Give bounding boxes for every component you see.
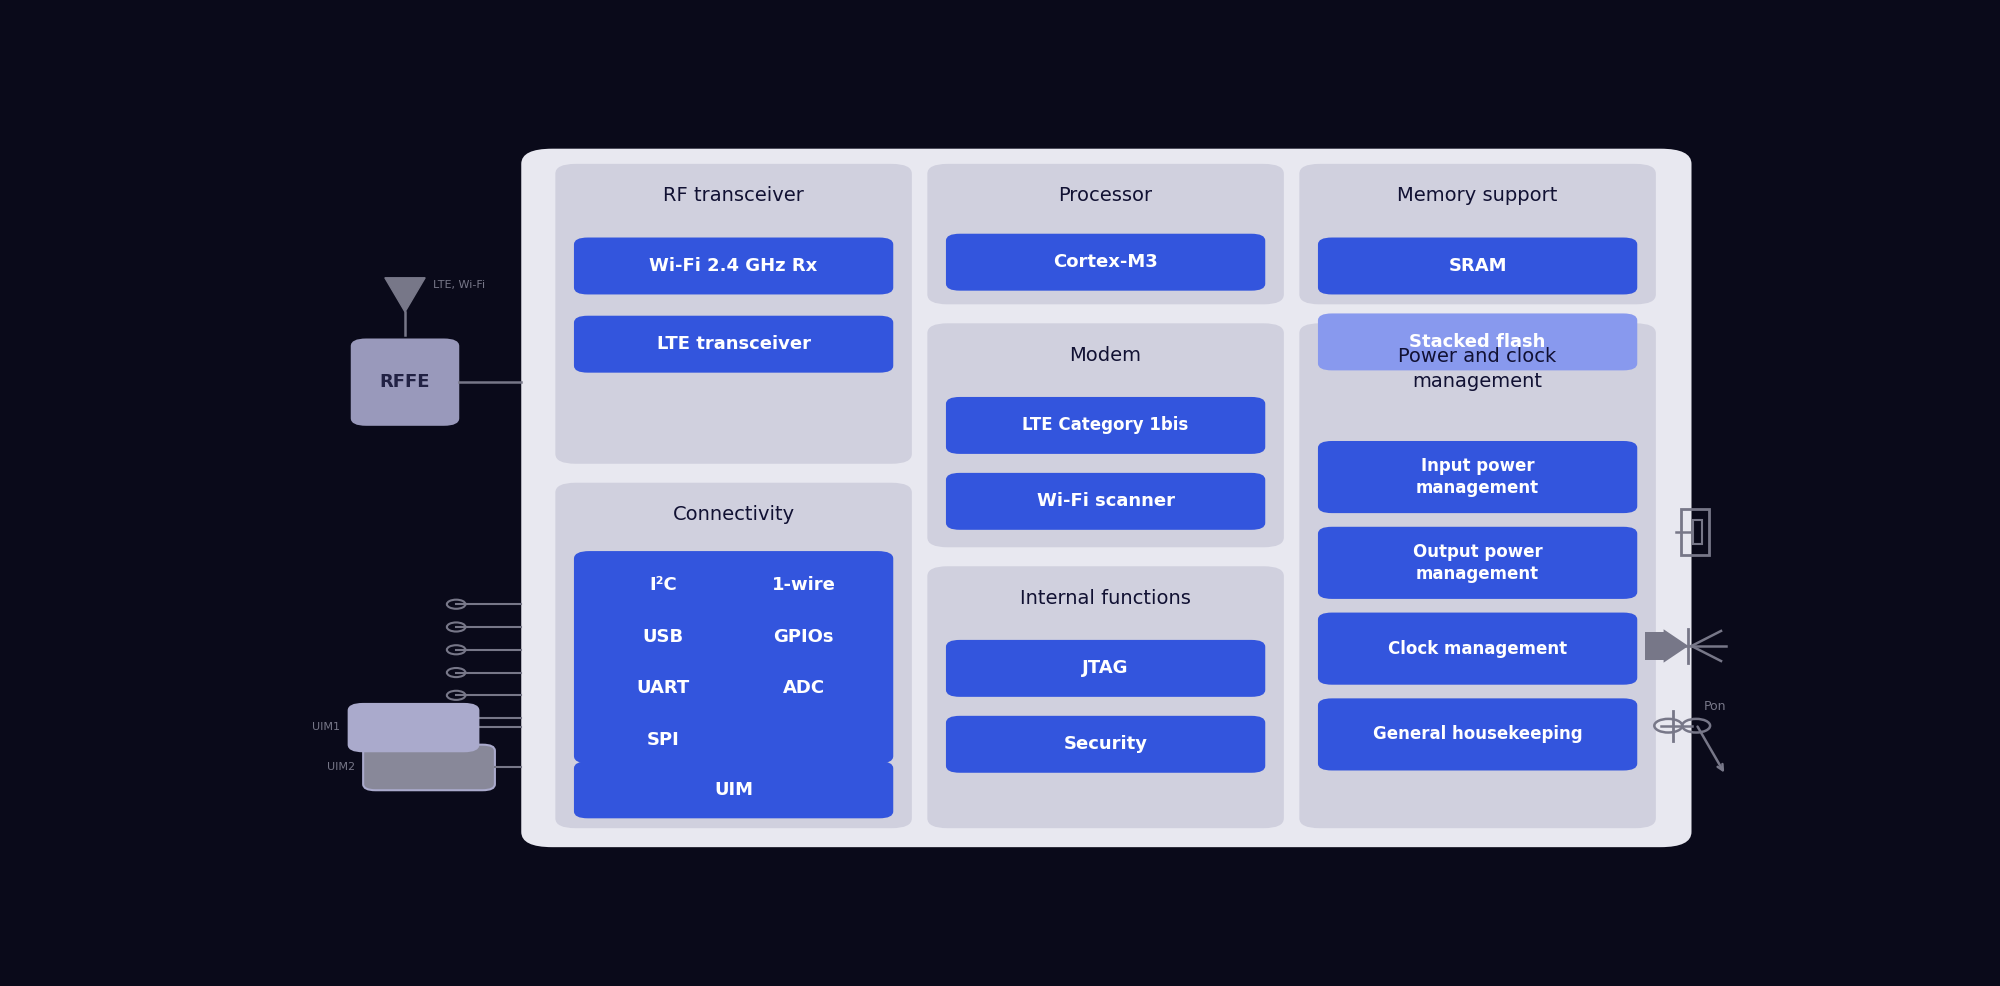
Polygon shape — [1664, 629, 1688, 663]
Text: GPIOs: GPIOs — [774, 628, 834, 646]
Bar — [1694, 520, 1702, 544]
FancyBboxPatch shape — [946, 640, 1266, 697]
Bar — [1680, 510, 1708, 555]
Text: UIM1: UIM1 — [312, 722, 340, 733]
Text: ADC: ADC — [782, 679, 824, 697]
Text: LTE, Wi-Fi: LTE, Wi-Fi — [432, 280, 486, 290]
FancyBboxPatch shape — [1318, 698, 1638, 770]
Text: Output power
management: Output power management — [1412, 542, 1542, 583]
Text: SPI: SPI — [646, 732, 680, 749]
FancyBboxPatch shape — [946, 716, 1266, 773]
FancyBboxPatch shape — [928, 164, 1284, 305]
FancyBboxPatch shape — [928, 566, 1284, 828]
Text: Cortex-M3: Cortex-M3 — [1054, 253, 1158, 271]
Text: 1-wire: 1-wire — [772, 576, 836, 595]
Text: Wi-Fi 2.4 GHz Rx: Wi-Fi 2.4 GHz Rx — [650, 257, 818, 275]
Text: UIM2: UIM2 — [328, 762, 356, 772]
FancyBboxPatch shape — [1318, 314, 1638, 371]
FancyBboxPatch shape — [1300, 164, 1656, 305]
Text: Input power
management: Input power management — [1416, 457, 1540, 497]
Text: UIM: UIM — [714, 781, 754, 799]
Text: Clock management: Clock management — [1388, 640, 1568, 658]
FancyBboxPatch shape — [946, 473, 1266, 529]
Bar — [1644, 632, 1664, 660]
FancyBboxPatch shape — [522, 149, 1692, 847]
FancyBboxPatch shape — [928, 323, 1284, 547]
Text: Modem: Modem — [1070, 346, 1142, 365]
Text: RF transceiver: RF transceiver — [664, 186, 804, 205]
Text: RFFE: RFFE — [380, 373, 430, 391]
FancyBboxPatch shape — [1318, 527, 1638, 599]
Text: Internal functions: Internal functions — [1020, 589, 1192, 607]
Polygon shape — [384, 278, 426, 312]
Text: UART: UART — [636, 679, 690, 697]
Text: LTE transceiver: LTE transceiver — [656, 335, 810, 353]
FancyBboxPatch shape — [574, 316, 894, 373]
FancyBboxPatch shape — [574, 551, 894, 763]
Text: Security: Security — [1064, 736, 1148, 753]
FancyBboxPatch shape — [364, 744, 494, 790]
FancyBboxPatch shape — [350, 338, 460, 426]
Text: Power and clock
management: Power and clock management — [1398, 347, 1556, 390]
Text: SRAM: SRAM — [1448, 257, 1506, 275]
FancyBboxPatch shape — [556, 483, 912, 828]
FancyBboxPatch shape — [574, 238, 894, 295]
FancyBboxPatch shape — [1318, 612, 1638, 684]
FancyBboxPatch shape — [946, 397, 1266, 454]
FancyBboxPatch shape — [1300, 323, 1656, 828]
Text: I²C: I²C — [650, 576, 678, 595]
FancyBboxPatch shape — [574, 761, 894, 818]
FancyBboxPatch shape — [1318, 441, 1638, 513]
Text: General housekeeping: General housekeeping — [1372, 726, 1582, 743]
Text: JTAG: JTAG — [1082, 660, 1128, 677]
Text: Connectivity: Connectivity — [672, 505, 794, 525]
FancyBboxPatch shape — [1318, 238, 1638, 295]
Text: Memory support: Memory support — [1398, 186, 1558, 205]
Text: LTE Category 1bis: LTE Category 1bis — [1022, 416, 1188, 435]
FancyBboxPatch shape — [946, 234, 1266, 291]
Text: Stacked flash: Stacked flash — [1410, 333, 1546, 351]
FancyBboxPatch shape — [348, 703, 480, 752]
Text: Wi-Fi scanner: Wi-Fi scanner — [1036, 492, 1174, 511]
Text: Pon: Pon — [1704, 700, 1726, 713]
FancyBboxPatch shape — [556, 164, 912, 463]
Text: Processor: Processor — [1058, 186, 1152, 205]
Text: USB: USB — [642, 628, 684, 646]
